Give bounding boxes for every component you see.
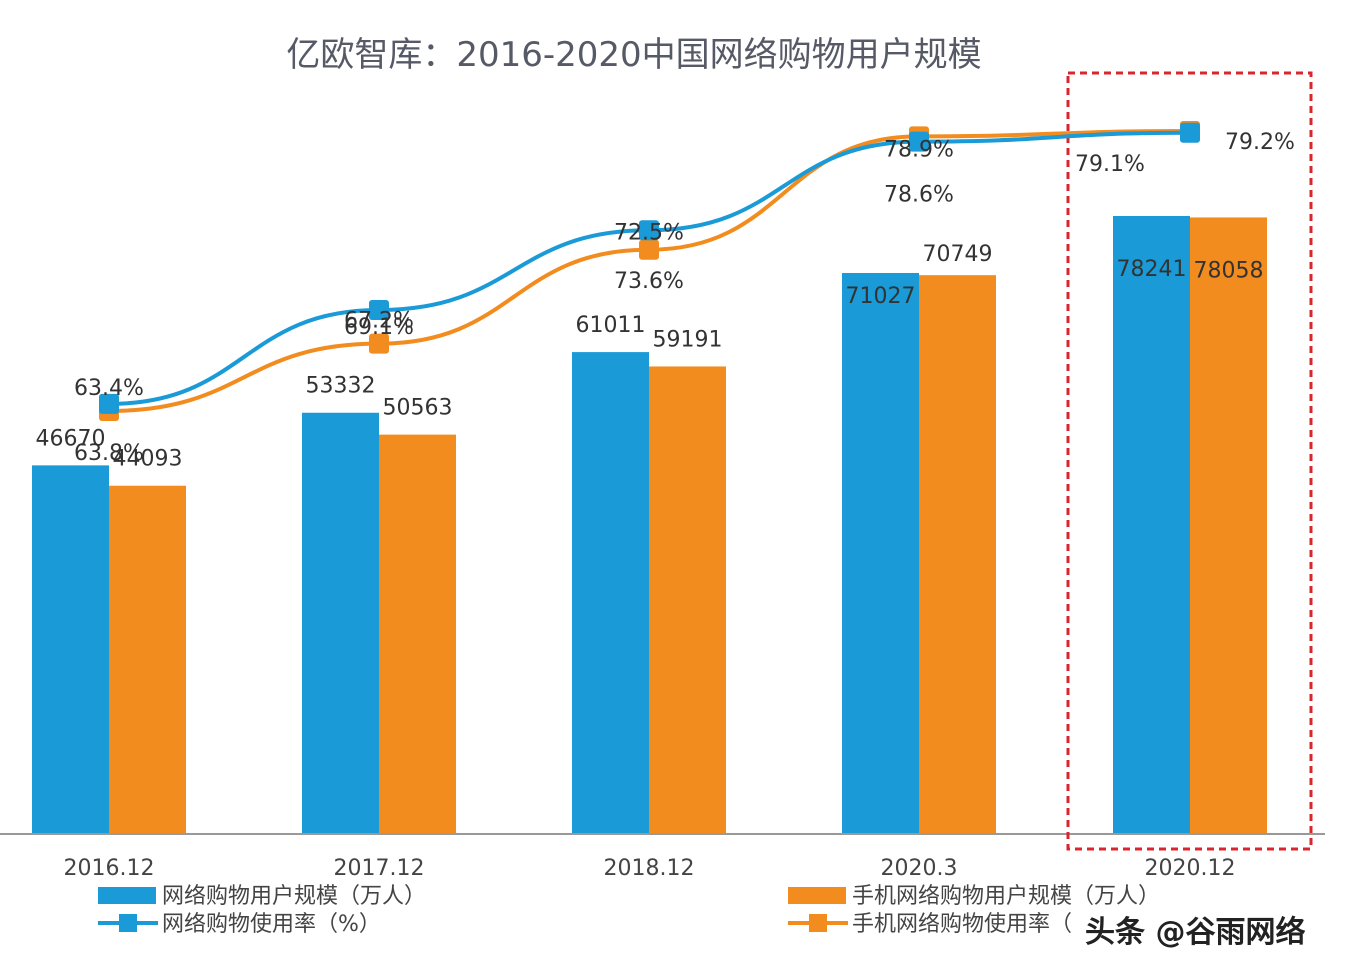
legend-swatch-bar-s1 xyxy=(788,887,846,904)
marker-l0-2020.12 xyxy=(1180,122,1200,143)
bar-s0-2020.3 xyxy=(842,272,919,834)
bar-label-s0-2020.12: 78241 xyxy=(1117,257,1187,282)
bar-label-s0-2016.12: 46670 xyxy=(36,426,106,451)
bar-label-s1-2018.12: 59191 xyxy=(653,327,723,352)
chart-title: 亿欧智库：2016-2020中国网络购物用户规模 xyxy=(286,35,981,75)
bar-s1-2017.12 xyxy=(379,434,456,834)
legend-marker-l1 xyxy=(809,914,827,932)
line-label-l0-2018.12: 73.6% xyxy=(614,269,684,294)
line-label-l1-2016.12: 63.4% xyxy=(74,376,144,401)
bar-s1-2020.12 xyxy=(1190,217,1267,835)
bar-label-s0-2018.12: 61011 xyxy=(576,313,646,338)
bar-label-s0-2017.12: 53332 xyxy=(306,374,376,399)
legend-label-s1: 手机网络购物用户规模（万人） xyxy=(852,884,1160,909)
line-label-l1-2020.3: 78.9% xyxy=(884,137,954,162)
legend-label-l1: 手机网络购物使用率（ xyxy=(852,912,1072,937)
bar-label-s1-2016.12: 44093 xyxy=(113,447,183,472)
bar-label-s0-2020.3: 71027 xyxy=(846,284,916,309)
lines-layer xyxy=(99,121,1200,421)
line-l0 xyxy=(108,130,1191,406)
line-label-l0-2020.12: 79.1% xyxy=(1075,152,1145,177)
category-labels: 2016.12 2017.12 2018.12 2020.3 2020.12 xyxy=(64,856,1236,881)
legend-label-l0: 网络购物使用率（%） xyxy=(162,912,381,937)
bar-s0-2017.12 xyxy=(302,412,379,834)
watermark: 头条 @谷雨网络 xyxy=(1085,915,1305,950)
line-label-l0-2017.12: 69.1% xyxy=(344,315,414,340)
line-label-l0-2020.3: 78.6% xyxy=(884,183,954,208)
marker-l0-2017.12 xyxy=(369,299,389,320)
legend: 网络购物用户规模（万人） 网络购物使用率（%） 手机网络购物用户规模（万人） 手… xyxy=(98,884,1160,937)
marker-l1-2017.12 xyxy=(369,333,389,354)
bar-s0-2016.12 xyxy=(32,465,109,834)
bar-s1-2016.12 xyxy=(109,485,186,834)
bar-label-s1-2017.12: 50563 xyxy=(383,396,453,421)
highlight-box xyxy=(1066,71,1313,851)
bar-s1-2018.12 xyxy=(649,366,726,834)
category-label-2020.3: 2020.3 xyxy=(881,856,958,881)
line-label-l1-2017.12: 67.2% xyxy=(344,309,414,334)
bar-label-s1-2020.12: 78058 xyxy=(1194,258,1264,283)
line-label-l1-2020.12: 79.2% xyxy=(1225,130,1295,155)
marker-l1-2018.12 xyxy=(639,239,659,260)
category-label-2018.12: 2018.12 xyxy=(604,856,695,881)
marker-l0-2016.12 xyxy=(99,393,119,414)
labels-layer: 46670 53332 61011 71027 78241 44093 50563 59191… xyxy=(36,130,1295,472)
line-label-l1-2018.12: 72.5% xyxy=(614,221,684,246)
category-label-2020.12: 2020.12 xyxy=(1145,856,1236,881)
marker-l0-2020.3 xyxy=(909,131,929,152)
bars-layer xyxy=(32,216,1267,835)
bar-s1-2020.3 xyxy=(919,275,996,834)
marker-l0-2018.12 xyxy=(639,220,659,241)
category-label-2017.12: 2017.12 xyxy=(334,856,425,881)
legend-marker-l0 xyxy=(119,914,137,932)
legend-label-s0: 网络购物用户规模（万人） xyxy=(162,884,426,909)
bar-label-s1-2020.3: 70749 xyxy=(923,242,993,267)
category-label-2016.12: 2016.12 xyxy=(64,856,155,881)
bar-s0-2018.12 xyxy=(572,352,649,834)
legend-swatch-bar-s0 xyxy=(98,887,156,904)
line-label-l0-2016.12: 63.8% xyxy=(74,441,144,466)
bar-s0-2020.12 xyxy=(1113,216,1190,834)
